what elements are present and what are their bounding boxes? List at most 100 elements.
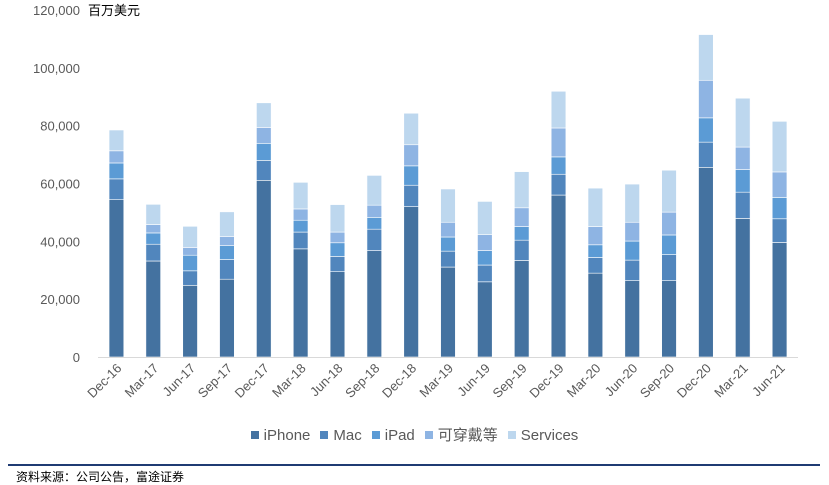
- bar-segment: [661, 169, 677, 213]
- bar-segment: [292, 219, 309, 233]
- bar-segment: [587, 226, 604, 246]
- chart-legend: iPhone Mac iPad 可穿戴等 Services: [0, 424, 829, 445]
- x-tick-label: Jun-17: [160, 361, 199, 400]
- bar-segment: [587, 244, 604, 258]
- bar-segment: [735, 191, 751, 219]
- bar-segment: [661, 254, 677, 281]
- x-tick-label: Dec-18: [379, 361, 419, 401]
- bar-segment: [403, 165, 419, 186]
- bar-segment: [514, 260, 530, 358]
- x-tick-label: Dec-19: [526, 361, 566, 401]
- bar-segment: [329, 271, 346, 358]
- bar-segment: [698, 167, 714, 358]
- bar-segment: [145, 260, 161, 358]
- legend-swatch: [320, 431, 329, 439]
- bar-segment: [108, 178, 125, 200]
- bar-segment: [256, 127, 272, 144]
- bar-segment: [514, 207, 530, 227]
- bar-segment: [292, 208, 309, 221]
- x-tick-label: Sep-18: [342, 361, 382, 401]
- bar-segment: [366, 175, 382, 206]
- bar-segment: [698, 34, 714, 81]
- bar-segment: [624, 259, 640, 281]
- bar-segment: [771, 218, 788, 243]
- legend-label: Services: [520, 427, 579, 444]
- bar-segment: [735, 146, 751, 170]
- bar-segment: [661, 280, 677, 358]
- x-tick-label: Sep-19: [490, 361, 530, 401]
- bar-segment: [256, 102, 272, 128]
- x-tick-label: Jun-21: [749, 361, 788, 400]
- footer-divider: [8, 464, 820, 466]
- bar-segment: [219, 236, 235, 246]
- x-tick-label: Jun-19: [454, 361, 493, 400]
- bar-segment: [477, 250, 493, 266]
- bar-segment: [771, 242, 788, 358]
- bar-segment: [219, 211, 235, 237]
- legend-label: iPhone: [263, 427, 311, 444]
- y-tick-label: 120,000: [33, 3, 80, 18]
- bar-segment: [329, 242, 346, 257]
- bar-segment: [550, 194, 567, 358]
- y-tick-label: 100,000: [33, 61, 80, 76]
- bar-segment: [771, 197, 788, 220]
- bar-segment: [182, 247, 198, 256]
- y-tick-label: 0: [73, 350, 80, 365]
- bar-segment: [587, 187, 604, 227]
- bar-segment: [256, 143, 272, 161]
- y-tick-label: 20,000: [40, 292, 80, 307]
- bar-segment: [440, 221, 456, 238]
- y-tick-label: 40,000: [40, 234, 80, 249]
- y-axis-unit: 百万美元: [88, 4, 140, 19]
- bar-segment: [698, 79, 714, 119]
- bar-segment: [256, 160, 272, 181]
- x-tick-label: Mar-17: [122, 361, 162, 401]
- bar-segment: [440, 266, 456, 358]
- bar-segment: [550, 127, 567, 158]
- bar-segment: [219, 259, 235, 280]
- legend-item: Services: [507, 427, 579, 444]
- x-tick-label: Mar-19: [416, 361, 456, 401]
- source-note: 资料来源：公司公告，富途证券: [16, 470, 185, 484]
- bar-segment: [550, 90, 567, 129]
- bar-segment: [145, 224, 161, 234]
- bar-segment: [477, 201, 493, 235]
- bar-segment: [624, 280, 640, 358]
- bar-segment: [735, 218, 751, 358]
- bar-series: [108, 34, 788, 358]
- legend-item: Mac: [320, 427, 362, 444]
- bar-segment: [366, 204, 382, 218]
- bar-segment: [587, 257, 604, 274]
- legend-swatch: [507, 431, 516, 439]
- x-tick-label: Mar-20: [564, 361, 604, 401]
- legend-swatch: [250, 431, 259, 439]
- bar-segment: [514, 226, 530, 241]
- bar-segment: [108, 150, 125, 164]
- x-axis-ticks: Dec-16Mar-17Jun-17Sep-17Dec-17Mar-18Jun-…: [84, 361, 787, 401]
- bar-segment: [182, 270, 198, 286]
- legend-item: 可穿戴等: [424, 424, 498, 445]
- bar-segment: [624, 221, 640, 242]
- legend-label: 可穿戴等: [437, 427, 498, 444]
- x-tick-label: Mar-18: [269, 361, 309, 401]
- bar-segment: [108, 129, 125, 152]
- bar-segment: [698, 141, 714, 168]
- bar-segment: [477, 234, 493, 251]
- bar-segment: [145, 204, 161, 225]
- y-tick-label: 60,000: [40, 177, 80, 192]
- x-tick-label: Dec-20: [674, 361, 714, 401]
- bar-segment: [403, 112, 419, 146]
- bar-segment: [661, 211, 677, 236]
- x-tick-label: Sep-20: [637, 361, 677, 401]
- bar-segment: [514, 239, 530, 261]
- legend-swatch: [371, 431, 380, 439]
- x-tick-label: Sep-17: [195, 361, 235, 401]
- bar-segment: [108, 162, 125, 180]
- legend-swatch: [424, 431, 433, 439]
- bar-segment: [440, 236, 456, 252]
- y-tick-label: 80,000: [40, 119, 80, 134]
- x-tick-label: Dec-16: [84, 361, 124, 401]
- bar-segment: [182, 226, 198, 248]
- bar-segment: [587, 272, 604, 358]
- legend-label: iPad: [384, 427, 415, 444]
